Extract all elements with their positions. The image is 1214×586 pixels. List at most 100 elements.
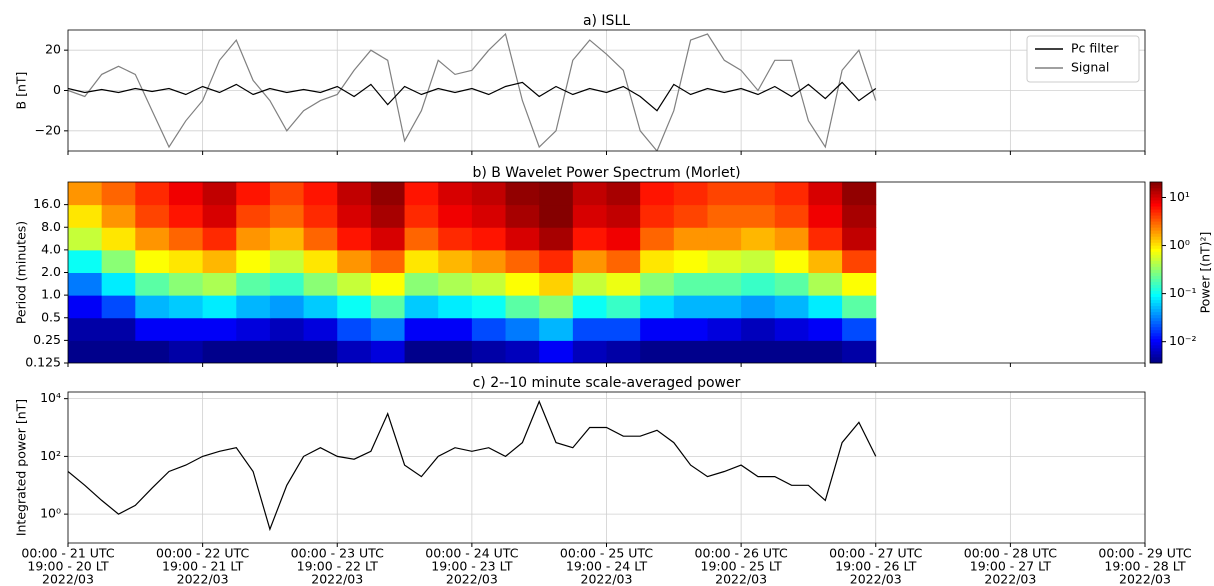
colorbar-step [1150,290,1162,295]
heat-cell [471,204,507,228]
heat-cell [404,295,439,319]
x-tick-label: 00:00 - 27 UTC [829,546,922,561]
heat-cell [640,340,675,363]
heat-cell [370,227,406,251]
heat-cell [707,182,742,206]
heat-cell [606,272,641,296]
heat-cell [438,272,473,296]
heat-cell [135,227,170,251]
heat-cell [842,317,877,341]
heat-cell [505,340,540,363]
heat-cell [135,204,170,228]
heat-cell [370,317,406,341]
x-tick-label: 19:00 - 25 LT [701,559,783,574]
heat-cell [303,340,338,363]
heat-cell [640,227,675,251]
heat-cell [135,295,170,319]
y-tick-label: 2.0 [41,264,61,279]
heat-cell [269,182,305,206]
x-tick-label: 00:00 - 28 UTC [964,546,1057,561]
heat-cell [269,340,305,363]
heat-cell [505,272,540,296]
heat-cell [572,340,607,363]
colorbar-step [1150,212,1162,216]
heat-cell [539,227,574,251]
heat-cell [269,295,305,319]
colorbar-step [1150,341,1162,346]
colorbar-step [1150,356,1162,361]
heat-cell [438,227,473,251]
heat-cell [471,182,507,206]
heat-cell [370,340,406,363]
colorbar-step [1150,299,1162,304]
colorbar-step [1150,215,1162,219]
heat-cell [707,340,742,363]
panel-title: a) ISLL [583,13,630,29]
heat-cell [202,295,237,319]
heat-cell [539,272,574,296]
heat-cell [404,204,439,228]
x-tick-label: 2022/03 [446,572,498,586]
colorbar-step [1150,245,1162,249]
heat-cell [505,295,540,319]
y-tick-label: 0.5 [41,309,61,324]
colorbar-step [1150,317,1162,322]
heat-cell [101,317,136,341]
heat-cell [673,204,708,228]
heat-cell [370,204,406,228]
heat-cell [101,204,136,228]
heat-cell [101,227,136,251]
colorbar-step [1150,194,1162,198]
heat-cell [337,249,372,273]
colorbar-label: Power [(nT)²] [1198,232,1213,314]
heat-cell [774,249,809,273]
heat-cell [539,249,574,273]
y-tick-label: 0 [53,82,61,97]
colorbar-step [1150,332,1162,337]
colorbar-step [1150,239,1162,243]
colorbar-step [1150,188,1162,192]
heat-cell [640,295,675,319]
x-tick-label: 2022/03 [715,572,767,586]
heat-cell [707,249,742,273]
heat-cell [303,272,338,296]
colorbar-step [1150,251,1162,255]
heat-cell [101,249,136,273]
x-tick-label: 00:00 - 25 UTC [560,546,653,561]
heat-cell [303,182,338,206]
plot-frame [67,391,1146,544]
heat-cell [673,227,708,251]
heat-cell [471,295,507,319]
heat-cell [673,249,708,273]
heat-cell [269,227,305,251]
x-tick-label: 19:00 - 21 LT [162,559,244,574]
heat-cell [842,182,877,206]
heat-cell [303,204,338,228]
colorbar-step [1150,335,1162,340]
heat-cell [68,182,103,206]
colorbar-step [1150,242,1162,246]
heat-cell [673,295,708,319]
heat-cell [168,182,204,206]
heat-cell [303,295,338,319]
colorbar-step [1150,209,1162,213]
heat-cell [774,182,809,206]
colorbar-step [1150,224,1162,228]
heat-cell [572,182,607,206]
heat-cell [337,295,372,319]
heat-cell [673,182,708,206]
heat-cell [303,317,338,341]
heat-cell [68,340,103,363]
colorbar-step [1150,254,1162,258]
heat-cell [707,295,742,319]
heat-cell [202,227,237,251]
heat-cell [68,317,103,341]
colorbar-step [1150,353,1162,358]
heat-cell [673,340,708,363]
heat-cell [707,317,742,341]
colorbar-step [1150,275,1162,279]
x-tick-label: 2022/03 [850,572,902,586]
heat-cell [539,317,574,341]
y-tick-label: 10⁴ [40,390,61,405]
x-tick-label: 2022/03 [1119,572,1171,586]
